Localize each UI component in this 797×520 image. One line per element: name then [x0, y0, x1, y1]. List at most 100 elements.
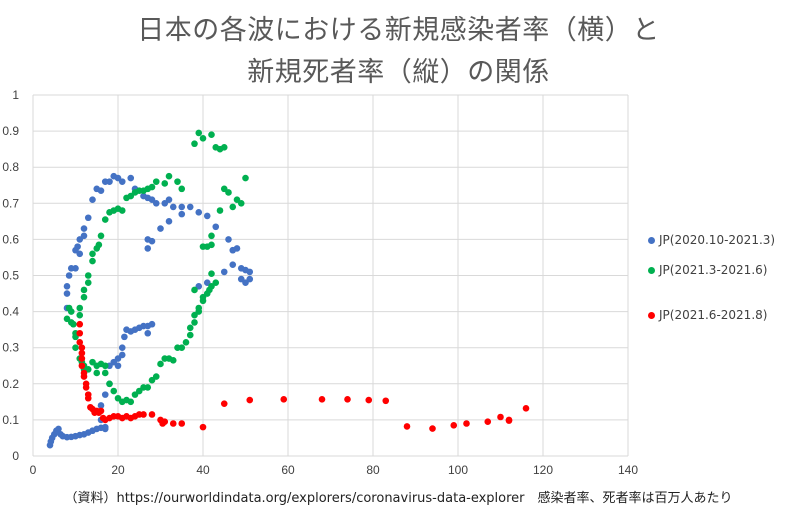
x-tick-label: 20: [111, 463, 125, 477]
data-point-series-3: [78, 355, 86, 362]
data-point-series-2: [178, 185, 186, 193]
data-point-series-1: [121, 333, 128, 341]
data-point-series-1: [84, 214, 92, 222]
legend-item-3: JP(2021.6-2021.8): [648, 308, 767, 322]
data-point-series-1: [89, 196, 96, 203]
data-point-series-2: [161, 180, 169, 187]
data-point-series-2: [208, 232, 215, 240]
data-point-series-1: [186, 203, 194, 211]
data-point-series-3: [365, 396, 373, 404]
data-point-series-1: [178, 203, 186, 211]
data-point-series-3: [76, 329, 84, 337]
data-point-series-1: [178, 210, 186, 218]
y-tick-label: 0.9: [2, 124, 19, 138]
data-point-series-2: [101, 216, 109, 223]
data-point-series-3: [161, 418, 169, 426]
y-tick-label: 0.2: [2, 377, 19, 391]
data-point-series-1: [63, 283, 71, 290]
data-point-series-3: [484, 418, 492, 426]
data-point-series-1: [101, 425, 109, 433]
data-point-series-2: [89, 250, 96, 258]
data-point-series-3: [148, 411, 156, 418]
y-tick-label: 0.3: [2, 341, 19, 355]
source-note: （資料）https://ourworldindata.org/explorers…: [64, 491, 733, 506]
x-tick-label: 80: [366, 463, 380, 477]
data-point-series-2: [148, 183, 156, 191]
data-point-series-2: [80, 293, 88, 301]
data-point-series-3: [76, 320, 84, 328]
data-point-series-2: [191, 319, 198, 326]
data-point-series-1: [229, 261, 237, 268]
data-point-series-1: [148, 237, 156, 245]
legend-marker-green: [648, 266, 655, 274]
data-point-series-1: [152, 200, 160, 207]
data-point-series-3: [80, 373, 88, 380]
data-point-series-3: [82, 384, 90, 391]
data-point-series-1: [74, 243, 81, 250]
legend-item-1: JP(2020.10-2021.3): [648, 233, 775, 247]
data-point-series-1: [101, 391, 109, 398]
data-point-series-3: [78, 349, 86, 357]
legend-marker-red: [648, 311, 655, 319]
data-point-series-1: [225, 236, 232, 243]
data-point-series-2: [208, 131, 215, 139]
y-tick-label: 0.6: [2, 232, 19, 246]
data-point-series-2: [101, 369, 109, 377]
data-point-series-1: [80, 225, 88, 232]
data-point-series-2: [208, 241, 215, 249]
data-point-series-1: [212, 223, 220, 231]
data-point-series-2: [229, 203, 237, 211]
y-tick-label: 0: [12, 449, 19, 463]
tick-labels: 0 20 40 60 80 100 120 140 0 0.1 0.2 0.3 0.4 0.5 0.6 0.7…: [2, 88, 638, 477]
data-point-series-3: [318, 396, 326, 403]
data-point-series-1: [220, 268, 228, 276]
data-point-series-2: [70, 320, 77, 328]
x-tick-label: 40: [196, 463, 210, 477]
data-point-series-1: [118, 178, 126, 185]
data-point-series-2: [191, 286, 198, 294]
data-point-series-2: [84, 272, 92, 279]
data-point-series-1: [165, 196, 173, 203]
data-point-series-3: [84, 394, 92, 402]
data-point-series-3: [505, 417, 513, 424]
data-point-series-2: [72, 344, 79, 352]
data-point-series-2: [186, 324, 194, 332]
data-point-series-2: [89, 257, 96, 265]
y-tick-label: 0.7: [2, 196, 19, 210]
data-point-series-2: [191, 140, 198, 148]
data-point-series-2: [101, 362, 109, 370]
legend-label: JP(2021.3-2021.6): [659, 263, 768, 277]
y-tick-label: 0.5: [2, 269, 19, 283]
data-point-series-1: [76, 250, 84, 258]
data-point-series-2: [242, 174, 249, 182]
data-point-series-3: [403, 423, 411, 430]
x-tick-label: 60: [281, 463, 295, 477]
data-point-series-2: [237, 200, 245, 207]
data-point-series-2: [144, 384, 152, 391]
data-point-series-2: [174, 178, 181, 185]
data-point-series-2: [84, 279, 92, 287]
data-point-series-1: [118, 351, 126, 359]
data-point-series-1: [114, 362, 122, 370]
data-points: [46, 129, 530, 449]
x-tick-label: 0: [30, 463, 37, 477]
data-point-series-1: [148, 320, 156, 328]
data-point-series-1: [127, 174, 135, 182]
data-point-series-2: [195, 129, 203, 137]
grid: [32, 94, 629, 457]
data-point-series-1: [106, 178, 113, 185]
data-point-series-3: [246, 396, 254, 404]
data-point-series-2: [225, 189, 232, 196]
data-point-series-1: [246, 268, 254, 276]
data-point-series-2: [208, 270, 215, 277]
data-point-series-2: [220, 144, 228, 151]
data-point-series-1: [246, 275, 254, 283]
data-point-series-2: [212, 279, 220, 287]
data-point-series-1: [144, 245, 152, 252]
data-point-series-2: [169, 357, 177, 364]
data-point-series-3: [463, 420, 470, 427]
data-point-series-1: [65, 272, 73, 279]
data-point-series-1: [55, 425, 62, 433]
data-point-series-3: [97, 407, 105, 415]
data-point-series-2: [95, 241, 103, 249]
